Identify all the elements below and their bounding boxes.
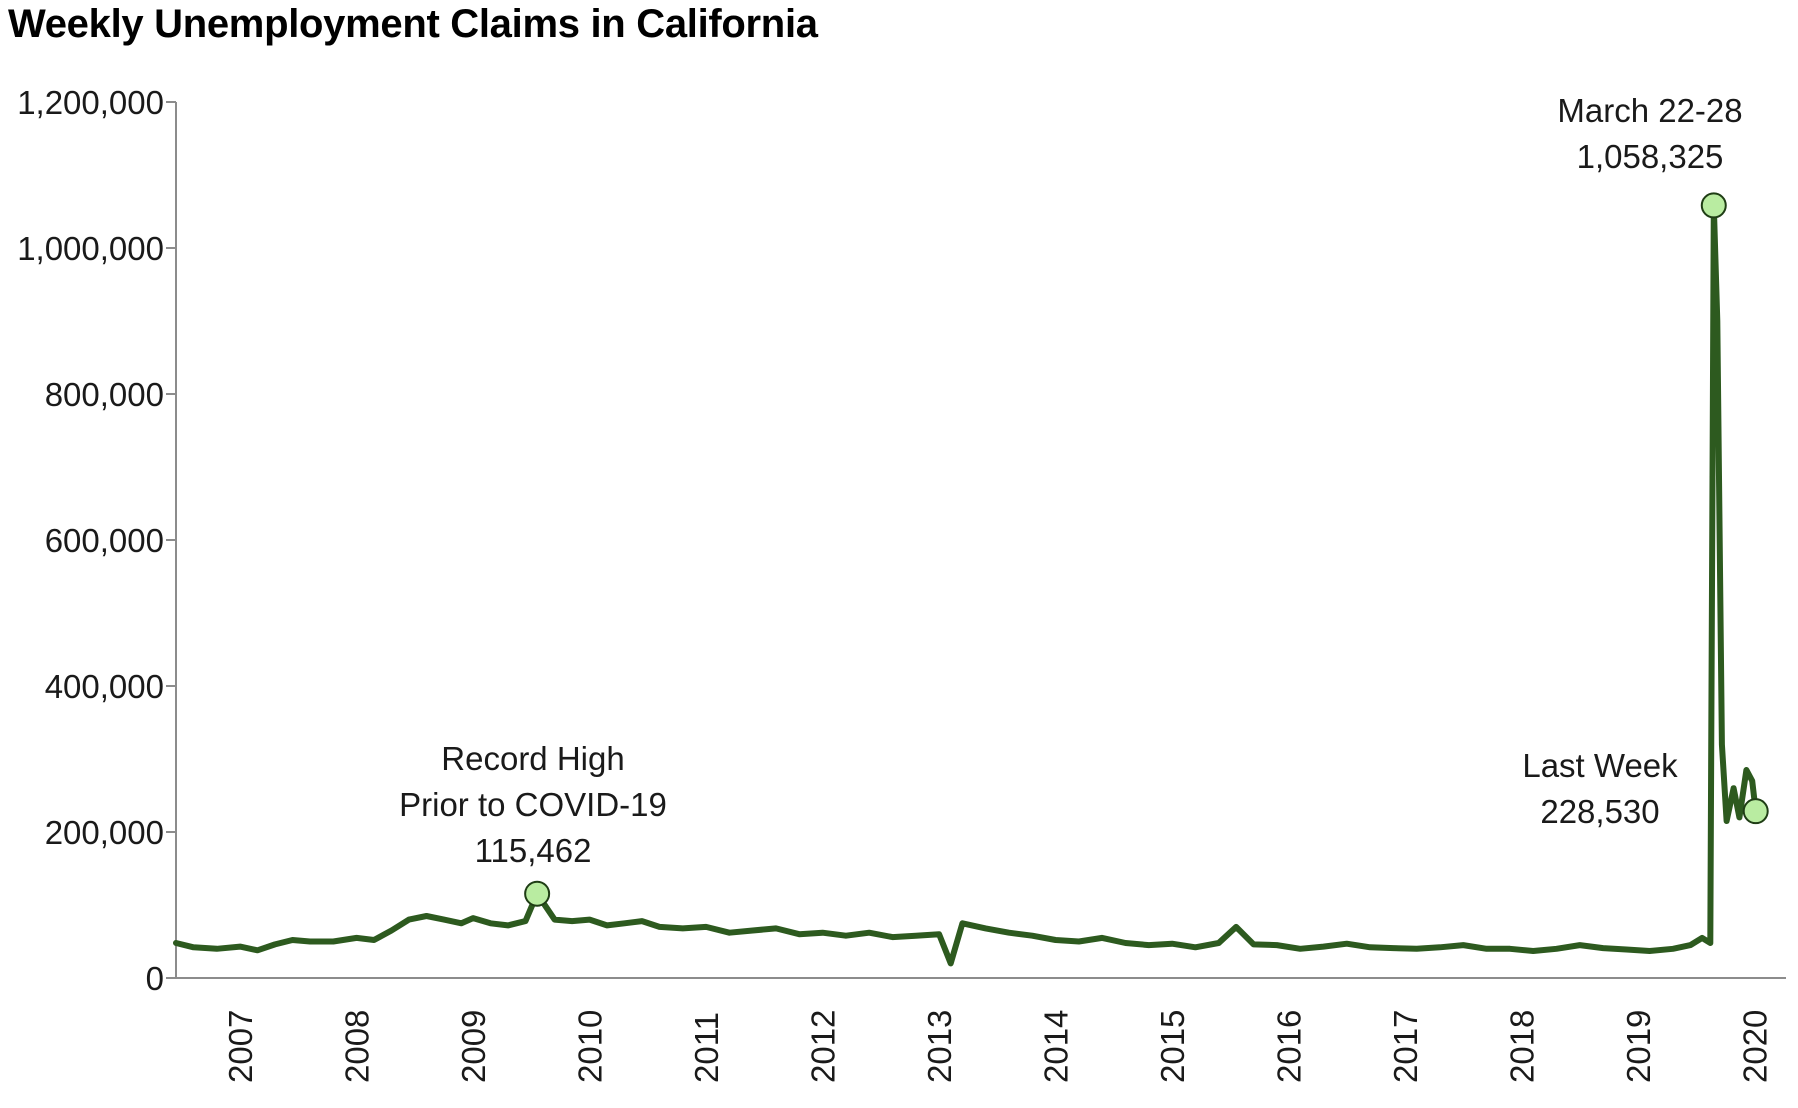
y-tick-label: 800,000 bbox=[45, 376, 164, 413]
annotation-text: 228,530 bbox=[1540, 793, 1659, 830]
x-tick-label: 2016 bbox=[1271, 1010, 1308, 1083]
annotation-text: Prior to COVID-19 bbox=[399, 786, 667, 823]
x-tick-label: 2017 bbox=[1387, 1010, 1424, 1083]
x-axis: 2007 2008 2009 2010 2011 2012 2013 2014 2015 2016… bbox=[176, 977, 1786, 1083]
x-tick-label: 2018 bbox=[1504, 1010, 1541, 1083]
annotation-text: Last Week bbox=[1522, 747, 1678, 784]
series-layer bbox=[173, 202, 1759, 967]
x-tick-label: 2010 bbox=[572, 1010, 609, 1083]
y-tick-label: 200,000 bbox=[45, 814, 164, 851]
x-tick-label: 2012 bbox=[805, 1010, 842, 1083]
x-tick-label: 2014 bbox=[1038, 1010, 1075, 1083]
annotation-text: March 22-28 bbox=[1557, 92, 1742, 129]
annotation-text: 115,462 bbox=[475, 832, 592, 869]
annotation-text: Record High bbox=[441, 740, 624, 777]
x-tick-label: 2019 bbox=[1620, 1010, 1657, 1083]
annotation-layer: Record High Prior to COVID-19 115,462 March… bbox=[399, 92, 1743, 869]
x-tick-label: 2007 bbox=[222, 1010, 259, 1083]
x-tick-label: 2015 bbox=[1154, 1010, 1191, 1083]
highlight-point bbox=[1742, 798, 1769, 825]
y-tick-label: 0 bbox=[146, 960, 164, 997]
y-tick-label: 600,000 bbox=[45, 522, 164, 559]
highlight-point bbox=[524, 880, 551, 907]
highlight-point bbox=[1700, 192, 1727, 219]
y-tick-label: 1,200,000 bbox=[17, 84, 164, 121]
y-tick-label: 400,000 bbox=[45, 668, 164, 705]
series-line bbox=[173, 202, 1759, 967]
x-tick-label: 2011 bbox=[688, 1012, 725, 1083]
x-tick-label: 2009 bbox=[455, 1010, 492, 1083]
y-tick-label: 1,000,000 bbox=[17, 230, 164, 267]
y-axis: 0 200,000 400,000 600,000 800,000 1,000,000 1,… bbox=[17, 84, 177, 997]
annotation-text: 1,058,325 bbox=[1577, 138, 1724, 175]
x-tick-label: 2013 bbox=[921, 1010, 958, 1083]
marker-layer bbox=[524, 192, 1769, 907]
x-tick-label: 2008 bbox=[339, 1010, 376, 1083]
chart-title: Weekly Unemployment Claims in California bbox=[8, 2, 818, 46]
x-tick-label: 2020 bbox=[1737, 1010, 1774, 1083]
